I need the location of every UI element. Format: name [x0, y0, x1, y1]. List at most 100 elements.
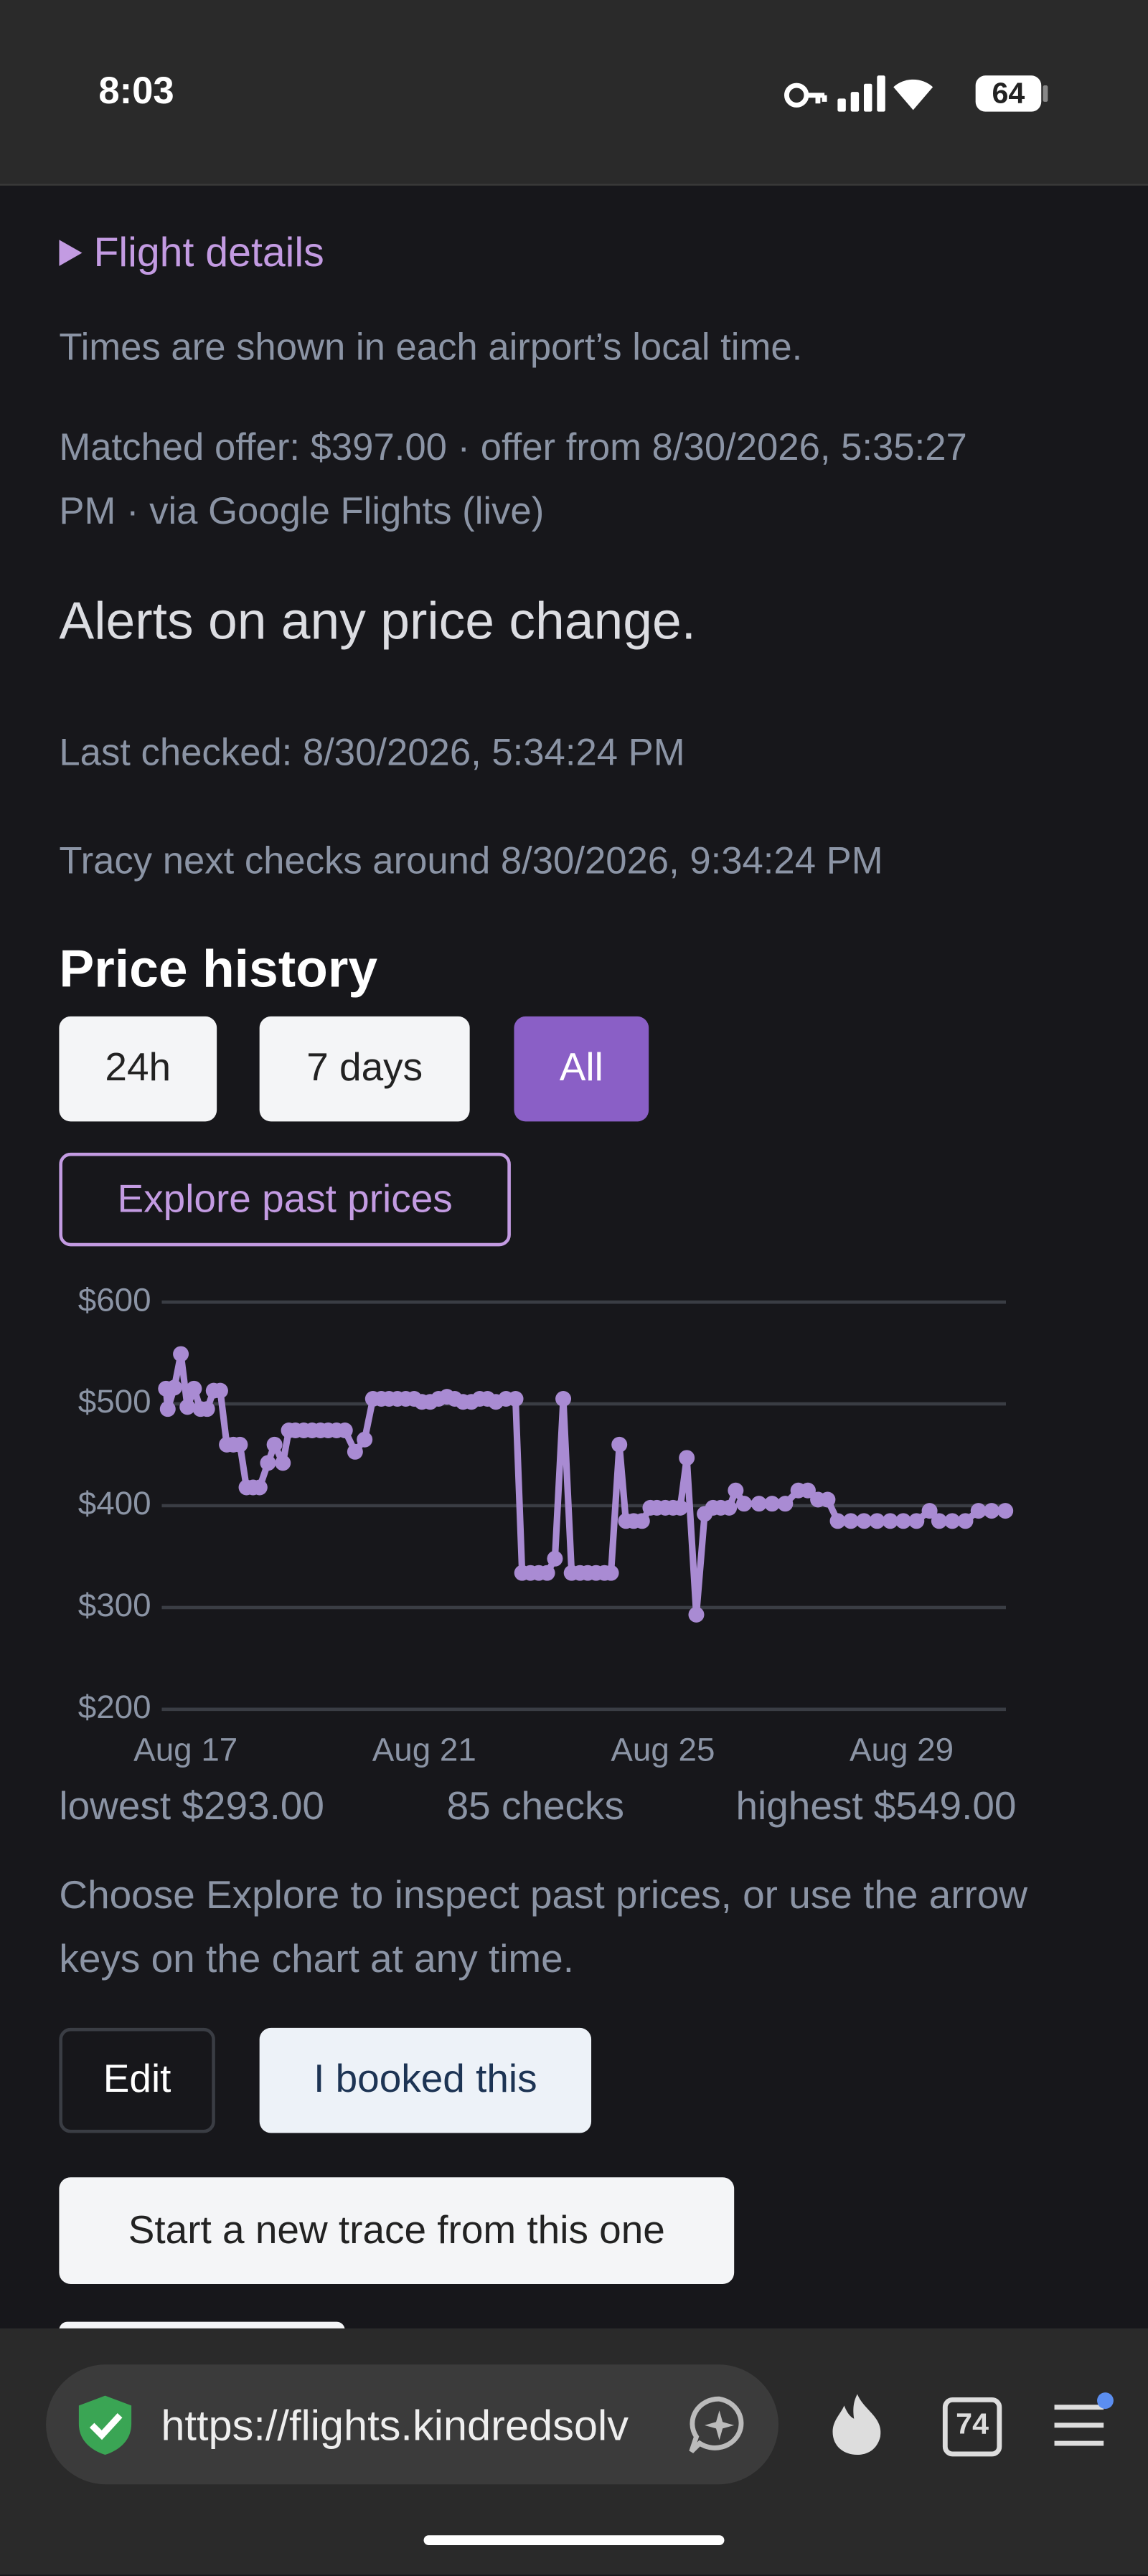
price-point — [842, 1513, 859, 1529]
price-point — [547, 1550, 563, 1567]
last-checked: Last checked: 8/30/2026, 5:34:24 PM — [59, 730, 685, 774]
price-point — [555, 1391, 572, 1407]
new-trace-button[interactable]: Start a new trace from this one — [59, 2177, 735, 2284]
assistant-icon — [689, 2396, 744, 2453]
price-point — [957, 1513, 974, 1529]
price-point — [159, 1401, 176, 1417]
price-point — [736, 1496, 752, 1512]
price-point — [882, 1513, 898, 1529]
price-point — [539, 1565, 555, 1581]
price-point — [347, 1443, 363, 1460]
alert-rule: Alerts on any price change. — [59, 591, 697, 651]
price-point — [232, 1436, 248, 1453]
price-point — [908, 1513, 925, 1529]
timezone-note: Times are shown in each airport’s local … — [59, 325, 803, 368]
price-point — [688, 1606, 705, 1623]
price-point — [603, 1565, 619, 1581]
signal-bar — [864, 83, 872, 112]
home-indicator — [423, 2535, 725, 2545]
next-check: Tracy next checks around 8/30/2026, 9:34… — [59, 839, 883, 882]
price-point — [611, 1436, 628, 1453]
y-tick-label: $600 — [78, 1281, 151, 1318]
price-point — [357, 1431, 373, 1448]
fire-icon[interactable] — [828, 2391, 887, 2457]
price-point — [764, 1496, 781, 1512]
explore-button[interactable]: Explore past prices — [59, 1152, 511, 1247]
clock: 8:03 — [98, 69, 174, 112]
y-tick-label: $300 — [78, 1587, 151, 1623]
tab-count: 74 — [956, 2407, 989, 2440]
price-point — [829, 1513, 846, 1529]
price-point — [337, 1423, 353, 1438]
price-point — [944, 1513, 961, 1529]
x-tick-label: Aug 25 — [611, 1731, 715, 1768]
price-point — [869, 1513, 885, 1529]
matched-offer: Matched offer: $397.00 · offer from 8/30… — [59, 425, 967, 532]
price-point — [984, 1503, 1000, 1519]
signal-bar — [850, 92, 860, 112]
range-button[interactable]: 24h — [59, 1016, 217, 1122]
key-icon — [806, 93, 827, 104]
price-point — [970, 1503, 987, 1519]
url-text: https://flights.kindredsolv — [161, 2400, 629, 2450]
y-tick-label: $200 — [78, 1689, 151, 1725]
security-shield — [78, 2395, 132, 2455]
y-tick-label: $400 — [78, 1485, 151, 1521]
range-button-active[interactable]: All — [514, 1016, 649, 1122]
url-bar[interactable]: https://flights.kindredsolv — [46, 2364, 778, 2485]
price-point — [819, 1491, 836, 1508]
signal-bar — [837, 98, 846, 112]
booked-button[interactable]: I booked this — [259, 2027, 592, 2133]
menu-icon[interactable] — [1051, 2387, 1117, 2453]
price-point — [895, 1513, 911, 1529]
price-point — [679, 1450, 695, 1466]
price-point — [777, 1496, 794, 1512]
section-heading: Price history — [59, 939, 378, 999]
price-point — [799, 1482, 816, 1499]
price-point — [997, 1503, 1014, 1519]
price-point — [931, 1513, 947, 1529]
price-point — [751, 1496, 767, 1512]
price-point — [721, 1499, 738, 1516]
flight-details-link[interactable]: Flight details — [93, 230, 324, 276]
price-point — [728, 1482, 744, 1499]
price-point — [251, 1479, 268, 1496]
price-point — [199, 1401, 215, 1417]
price-point — [179, 1399, 196, 1415]
key-icon — [784, 82, 809, 108]
x-tick-label: Aug 21 — [372, 1731, 476, 1768]
price-point — [507, 1391, 524, 1407]
price-point — [275, 1455, 291, 1471]
tab-counter[interactable] — [942, 2397, 1002, 2457]
range-button[interactable]: 7 days — [259, 1016, 470, 1122]
status-icons: 64 — [784, 75, 1048, 112]
check-count: 85 checks — [446, 1785, 624, 1829]
disclosure-arrow — [59, 240, 83, 266]
x-tick-label: Aug 29 — [850, 1731, 954, 1768]
price-chart: $200 $300 $400 $500 $600 Aug 17 Aug 21 Aug 25 Au… — [78, 1281, 1014, 1768]
x-tick-label: Aug 17 — [133, 1731, 237, 1768]
status-bar — [0, 0, 1148, 186]
wifi-icon — [893, 79, 933, 110]
price-point — [672, 1499, 689, 1516]
price-point — [166, 1379, 182, 1396]
y-tick-label: $500 — [78, 1383, 151, 1420]
signal-bar — [877, 75, 885, 112]
edit-button[interactable]: Edit — [59, 2027, 215, 2133]
battery-tip — [1043, 85, 1048, 102]
battery-icon — [975, 75, 1042, 112]
price-point — [212, 1382, 228, 1399]
lowest-price: lowest $293.00 — [59, 1785, 324, 1829]
price-point — [173, 1346, 189, 1362]
price-point — [266, 1436, 283, 1453]
price-point — [634, 1513, 650, 1529]
price-point — [856, 1513, 872, 1529]
highest-price: highest $549.00 — [735, 1785, 1017, 1829]
price-point — [921, 1503, 938, 1519]
battery-level: 64 — [992, 77, 1025, 110]
chart-hint: Choose Explore to inspect past prices, o… — [59, 1873, 1028, 1982]
price-point — [186, 1380, 202, 1397]
price-point — [260, 1455, 276, 1471]
